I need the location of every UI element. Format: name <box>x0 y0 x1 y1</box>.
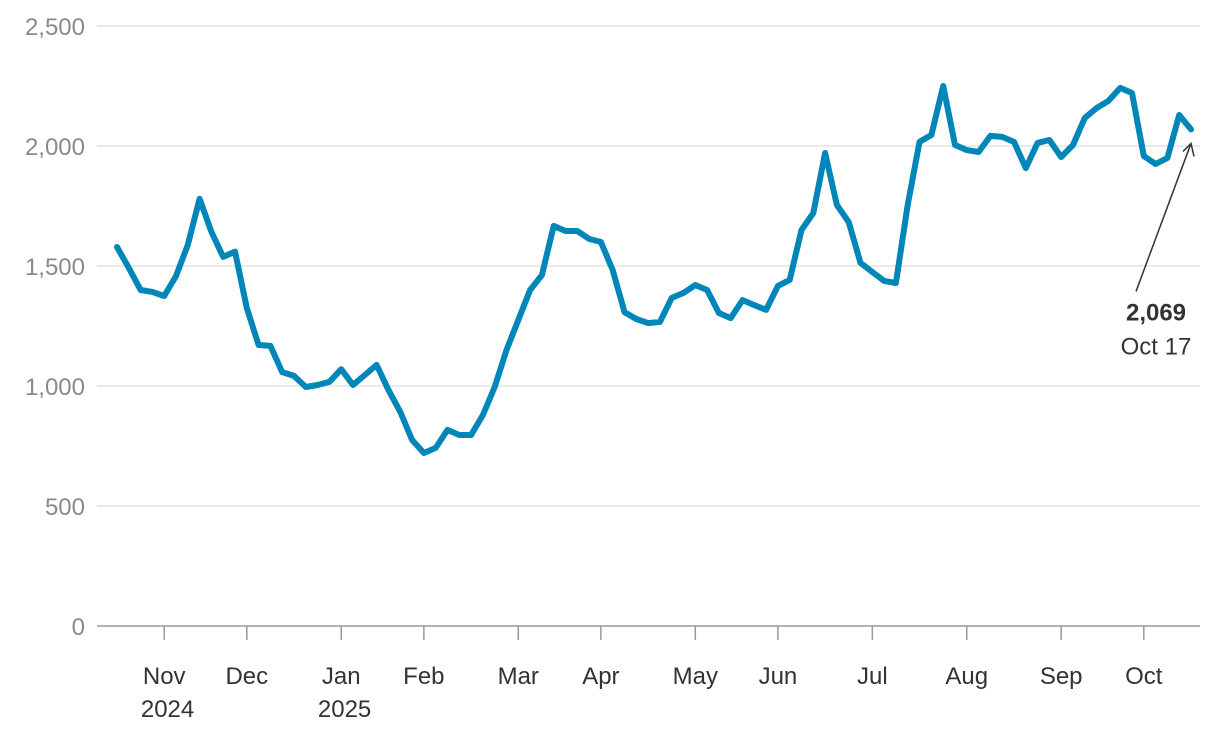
y-tick-label: 2,000 <box>25 134 85 161</box>
value-label: 2,069 <box>1126 299 1186 326</box>
line <box>114 83 1194 456</box>
y-tick-label: 1,500 <box>25 254 85 281</box>
x-tick-label: May <box>673 663 718 690</box>
x-tick-label: Aug <box>945 663 988 690</box>
x-tick-label: Jun <box>759 663 798 690</box>
annotation-arrow <box>1135 143 1192 292</box>
y-tick-label: 2,500 <box>25 14 85 41</box>
x-tick-label: Sep <box>1040 663 1083 690</box>
y-tick-label: 0 <box>72 614 85 641</box>
x-tick-label: Jan 2025 <box>311 663 371 723</box>
x-tick-label: Nov 2024 <box>134 663 194 723</box>
x-tick-label: Mar <box>498 663 539 690</box>
x-tick-label: Dec <box>225 663 268 690</box>
y-tick-label: 500 <box>45 494 85 521</box>
x-tick-label: Feb <box>403 663 444 690</box>
annotation: Oct 17 <box>1121 333 1192 360</box>
arrow-head <box>1182 141 1195 157</box>
x-tick-label: Oct <box>1125 663 1163 690</box>
y-tick-label: 1,000 <box>25 374 85 401</box>
x-tick-label: Jul <box>857 663 888 690</box>
x-tick-label: Apr <box>582 663 619 690</box>
